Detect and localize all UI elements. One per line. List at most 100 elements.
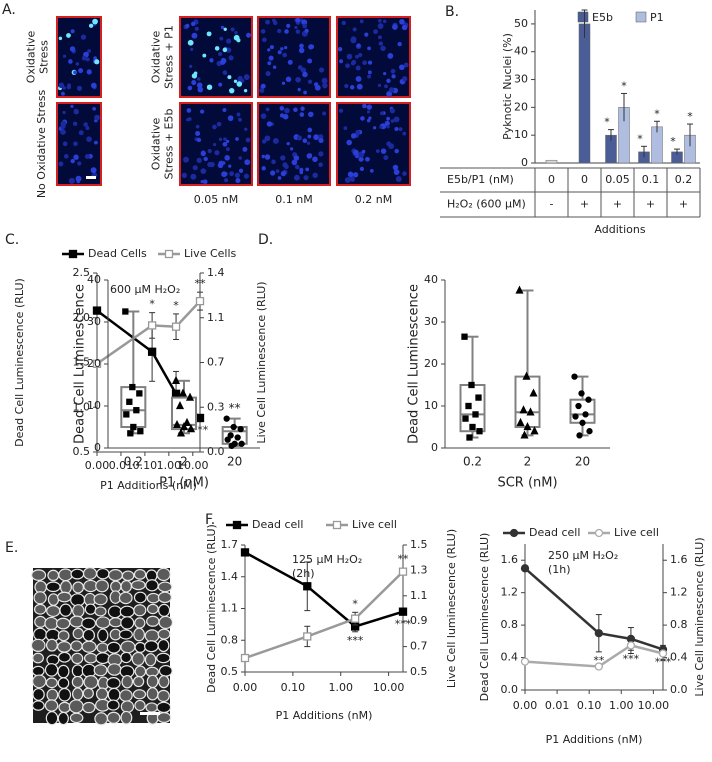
nucleus	[60, 129, 66, 135]
significance: *	[173, 299, 179, 312]
cell-outline	[119, 605, 135, 618]
marker	[468, 381, 475, 389]
nucleus	[388, 87, 395, 93]
nucleus	[224, 178, 229, 183]
nucleus	[236, 112, 241, 117]
legend-label: Dead cell	[529, 526, 580, 539]
tick-label: 1.0	[73, 400, 91, 413]
nucleus	[209, 161, 215, 168]
nucleus	[302, 23, 308, 29]
nucleus	[399, 64, 405, 71]
significance: *	[687, 110, 693, 123]
nucleus	[352, 172, 359, 178]
nucleus	[390, 119, 395, 123]
nucleus	[367, 70, 372, 75]
nucleus	[380, 148, 387, 154]
table-cell: +	[580, 198, 589, 211]
nucleus	[356, 83, 363, 90]
cell-outline	[82, 567, 98, 580]
nucleus	[370, 169, 374, 173]
nucleus	[299, 170, 304, 175]
cell-outline	[120, 710, 133, 725]
marker	[164, 249, 174, 259]
marker	[171, 375, 181, 384]
nucleus	[379, 111, 384, 116]
nucleus	[285, 76, 292, 83]
nucleus	[279, 113, 285, 118]
nucleus	[372, 126, 377, 130]
cell-outline	[46, 688, 59, 702]
nucleus	[386, 141, 392, 147]
nucleus	[375, 149, 380, 153]
nucleus	[286, 141, 290, 146]
nucleus	[355, 129, 361, 135]
nucleus	[190, 47, 194, 52]
series-line	[524, 644, 664, 668]
cell-outline	[131, 651, 145, 666]
marker	[594, 528, 604, 538]
nucleus	[295, 76, 301, 83]
nucleus	[63, 154, 69, 159]
marker	[462, 415, 469, 422]
marker	[92, 306, 102, 315]
tick-label: 1.2	[501, 586, 519, 599]
cell-outline	[82, 687, 94, 699]
nucleus	[380, 45, 386, 52]
nucleus	[222, 47, 228, 53]
nucleus	[362, 103, 367, 109]
marker	[123, 411, 130, 418]
nucleus	[200, 109, 205, 114]
nucleus	[295, 17, 301, 23]
cell-outline	[72, 581, 85, 594]
cell-outline	[134, 641, 147, 653]
tick-label: 0.00	[85, 459, 110, 472]
y-axis-label: Dead Cell Luminescence	[407, 284, 422, 444]
marker	[237, 425, 244, 433]
marker	[461, 333, 468, 340]
cell-outline	[120, 700, 135, 713]
nucleus	[206, 84, 213, 90]
tick-label: 30	[424, 315, 438, 328]
nucleus	[366, 110, 371, 114]
nucleus	[187, 117, 192, 121]
nucleus	[229, 87, 235, 94]
row-label: Oxidative	[25, 30, 38, 83]
y2-axis-label: Live Cell Luminescence (RLU)	[255, 281, 268, 443]
nucleus	[185, 23, 190, 28]
marker	[137, 428, 144, 435]
tick-label: 1.1	[207, 311, 225, 324]
nucleus	[346, 139, 352, 146]
nucleus	[295, 29, 301, 34]
marker	[529, 388, 538, 397]
box	[569, 398, 596, 424]
nucleus	[261, 166, 266, 171]
micrograph	[257, 16, 331, 98]
cell-outline	[146, 674, 159, 689]
nucleus	[390, 68, 396, 74]
marker	[182, 417, 192, 426]
cell-outline	[96, 567, 110, 580]
marker	[136, 390, 143, 397]
nucleus	[384, 120, 390, 126]
table-cell: +	[679, 198, 688, 211]
nucleus	[275, 169, 280, 173]
nucleus	[300, 67, 307, 73]
nucleus	[286, 23, 291, 28]
nucleus	[284, 107, 290, 114]
tick-label: 10.00	[373, 681, 405, 694]
cell-outline	[144, 653, 157, 667]
y-axis-label: Dead Cell Luminescence (RLU)	[205, 524, 218, 693]
nucleus	[228, 164, 232, 168]
nucleus	[302, 138, 308, 144]
table-cell: +	[646, 198, 655, 211]
nucleus	[346, 53, 353, 60]
nucleus	[402, 171, 407, 176]
nucleus	[402, 76, 408, 82]
tick-label: 0.0	[670, 683, 688, 696]
nucleus	[191, 80, 197, 86]
nucleus	[318, 67, 325, 73]
nucleus	[197, 86, 204, 93]
marker	[523, 422, 532, 431]
nucleus	[214, 150, 220, 156]
nucleus	[75, 175, 82, 182]
